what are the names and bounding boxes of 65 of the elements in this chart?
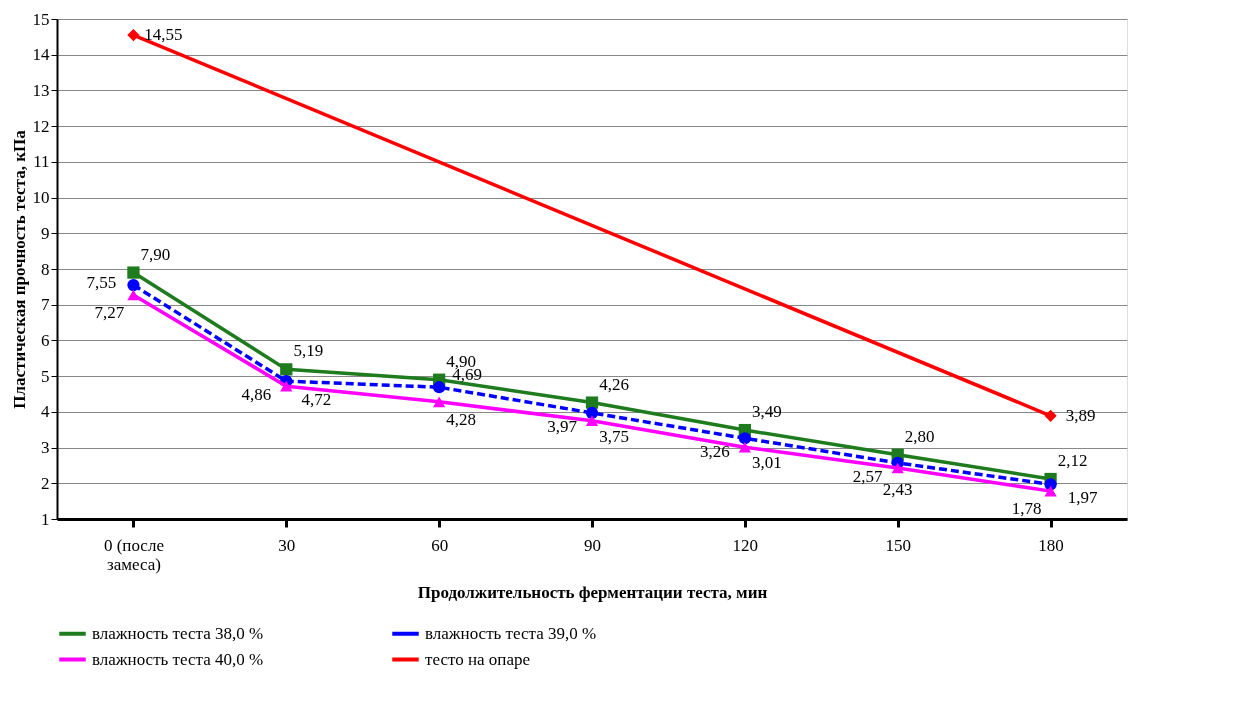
y-tick-label: 6	[41, 330, 50, 350]
x-tick-label: 0 (после замеса)	[103, 535, 164, 574]
point	[280, 363, 293, 376]
point	[433, 381, 446, 394]
legend-label: влажность теста 38,0 %	[92, 623, 264, 643]
data-label: 4,26	[599, 374, 629, 394]
point	[585, 406, 599, 420]
y-tick-label: 11	[33, 152, 50, 172]
point	[127, 278, 140, 292]
point	[127, 289, 140, 301]
x-tick-label: 90	[584, 535, 601, 555]
y-axis-title: Пластическая прочность теста, кПа	[9, 129, 29, 409]
legend-label: тесто на опаре	[425, 649, 530, 669]
y-tick-label: 1	[41, 509, 50, 529]
point	[585, 396, 599, 409]
point	[1044, 409, 1057, 422]
point	[433, 396, 446, 408]
data-label: 2,80	[904, 426, 935, 446]
y-tick-label: 5	[41, 366, 50, 386]
data-label: 7,90	[140, 244, 171, 264]
point	[738, 441, 751, 453]
data-label: 3,75	[599, 426, 629, 446]
point	[738, 432, 751, 445]
point	[891, 462, 904, 474]
y-tick-label: 2	[41, 473, 50, 493]
x-tick-label: 180	[1038, 535, 1064, 555]
data-label: 4,86	[241, 385, 272, 405]
data-label: 7,55	[86, 273, 117, 293]
point	[280, 380, 293, 392]
y-tick-label: 13	[32, 80, 50, 100]
data-label: 3,89	[1065, 405, 1096, 425]
data-label: 4,28	[446, 409, 477, 429]
data-label: 2,57	[852, 466, 884, 486]
y-tick-label: 9	[41, 223, 50, 243]
x-tick-label: 120	[732, 535, 759, 555]
y-tick-label: 10	[32, 188, 50, 208]
point	[585, 415, 599, 427]
point	[127, 266, 140, 279]
point	[127, 28, 140, 42]
data-label: 2,12	[1057, 451, 1088, 470]
legend-label: влажность теста 40,0 %	[92, 649, 264, 669]
point	[1044, 485, 1057, 497]
y-tick-label: 3	[41, 438, 50, 458]
y-tick-label: 4	[41, 402, 50, 422]
data-label: 1,78	[1011, 499, 1042, 519]
x-tick-label: 30	[278, 535, 296, 555]
y-tick-label: 8	[41, 259, 50, 279]
y-tick-label: 12	[32, 116, 50, 136]
data-label: 2,43	[882, 479, 913, 499]
y-tick-label: 7	[41, 295, 50, 315]
x-tick-label: 60	[431, 535, 449, 555]
data-label: 3,97	[547, 416, 578, 436]
data-label: 4,72	[301, 390, 332, 410]
data-label: 7,27	[94, 303, 125, 323]
x-axis-title: Продолжительность ферментации теста, мин	[417, 582, 768, 602]
x-tick-label: 150	[885, 535, 911, 555]
data-label: 5,19	[293, 341, 324, 361]
data-label: 3,26	[699, 442, 730, 462]
y-tick-label: 14	[32, 45, 50, 65]
data-label: 3,49	[751, 402, 782, 422]
y-tick-label: 15	[32, 9, 50, 29]
data-label: 3,01	[751, 453, 782, 473]
legend-label: влажность теста 39,0 %	[425, 623, 597, 643]
data-label: 1,97	[1067, 488, 1098, 508]
data-label: 14,55	[144, 25, 183, 45]
